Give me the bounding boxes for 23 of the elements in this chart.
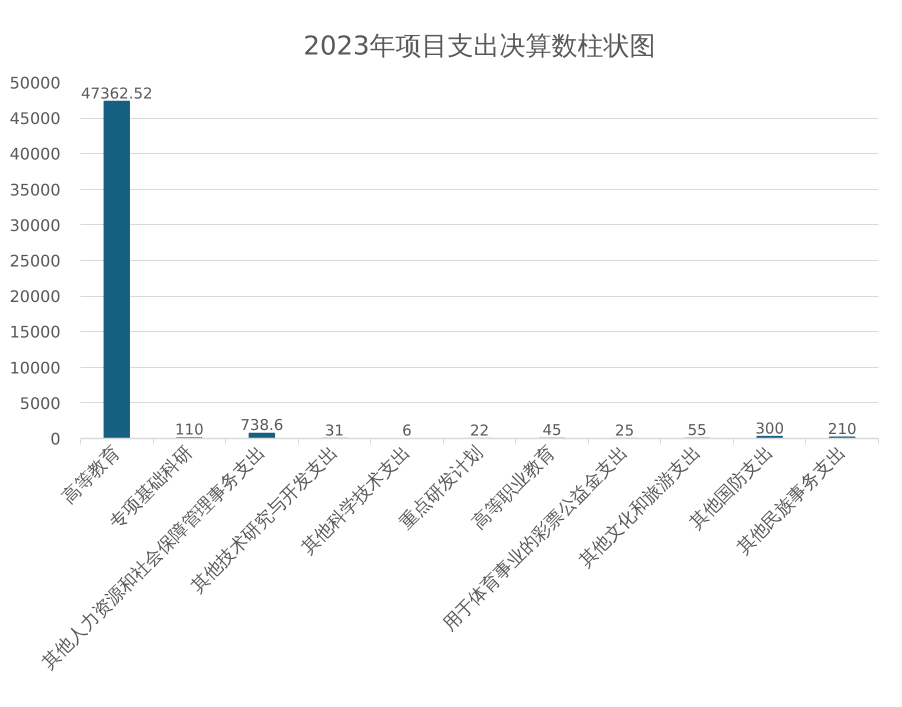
data-label: 738.6	[240, 416, 284, 434]
y-tick-label: 40000	[10, 144, 61, 164]
y-tick-label: 0	[50, 430, 61, 448]
data-label: 47362.52	[80, 84, 153, 102]
y-tick-label: 50000	[10, 74, 61, 92]
y-tick-label: 35000	[10, 180, 61, 200]
data-label: 210	[828, 420, 857, 438]
y-tick-label: 15000	[10, 322, 61, 342]
data-label: 22	[470, 421, 490, 440]
y-tick-label: 25000	[10, 252, 61, 270]
data-label: 6	[402, 421, 412, 440]
data-label: 25	[615, 421, 634, 440]
data-label: 31	[324, 421, 344, 440]
y-tick-label: 20000	[10, 287, 61, 306]
y-tick-label: 45000	[10, 109, 61, 128]
data-label: 45	[542, 421, 562, 440]
data-label: 55	[688, 421, 707, 440]
data-label: 110	[175, 420, 204, 439]
chart-title: 2023年项目支出决算数柱状图	[303, 32, 656, 62]
y-tick-label: 5000	[20, 394, 60, 413]
data-label: 300	[755, 419, 784, 438]
y-tick-label: 30000	[10, 216, 61, 235]
y-tick-label: 10000	[10, 358, 61, 378]
